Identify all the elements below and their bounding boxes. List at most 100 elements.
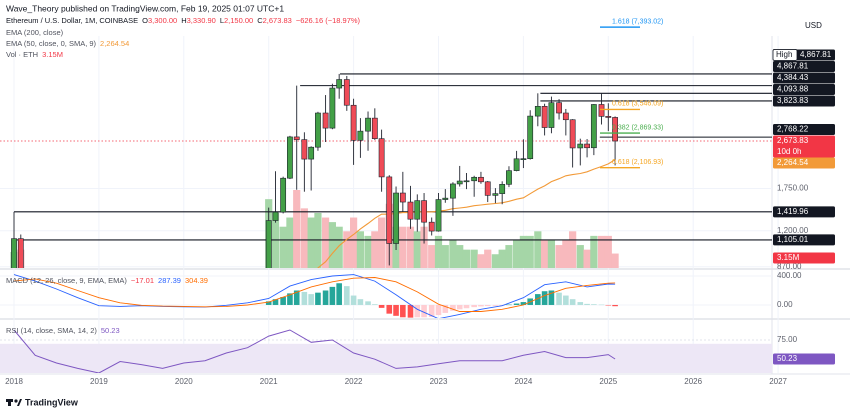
symbol: Ethereum / U.S. Dollar, 1M, COINBASE [6, 16, 138, 25]
volume-bar [328, 222, 336, 268]
candle-body [463, 180, 470, 183]
candle-body [350, 104, 357, 141]
macd-value: 287.39 [158, 276, 181, 285]
volume-bar [534, 231, 542, 268]
volume-bar [569, 231, 577, 268]
candle-body [386, 176, 393, 244]
countdown: 10d 0h [777, 147, 801, 156]
ema-label: 2,264.54 [777, 158, 809, 167]
y-tick-label: 870.00 [777, 262, 802, 271]
ohlc-key: O [142, 16, 148, 25]
logo [6, 399, 22, 406]
volume-bar [321, 217, 330, 268]
volume-bar [456, 245, 464, 268]
candle-body [456, 180, 463, 185]
change: −626.16 (−18.97%) [296, 16, 361, 25]
macd-value: −17.01 [131, 276, 154, 285]
macd-title: MACD (12, 26, close, 9, EMA, EMA) [6, 276, 127, 285]
publisher: Wave_Theory published on TradingView.com… [6, 3, 284, 13]
volume-bar [611, 253, 619, 268]
macd-bar [492, 304, 499, 306]
macd-bar [484, 304, 491, 307]
macd-bar [456, 304, 463, 310]
rsi-pane [0, 329, 772, 373]
level-label: 4,093.88 [777, 85, 809, 94]
level-label: 1,419.96 [777, 207, 809, 216]
macd-value: 304.39 [185, 276, 208, 285]
candle-body [371, 117, 378, 139]
candle-body [293, 136, 300, 140]
x-tick-label: 2021 [260, 377, 278, 386]
candle-body [541, 106, 548, 128]
high-value: 4,867.81 [800, 50, 832, 59]
candle-body [428, 221, 435, 232]
ohlc-key: C [257, 16, 263, 25]
currency-box[interactable] [800, 18, 826, 32]
macd-bar [350, 295, 357, 305]
level-label: 2,768.22 [777, 125, 809, 134]
rsi-legend: RSI (14, close, SMA, 14, 2) 50.23 [6, 326, 120, 335]
indicator-value: 2,264.54 [100, 39, 129, 48]
macd-bar [365, 301, 371, 305]
candle-body [322, 112, 329, 129]
volume-bar [505, 245, 513, 268]
ohlc-value: 2,150.00 [224, 16, 253, 25]
candle-body [484, 181, 491, 196]
volume-bar [583, 249, 591, 268]
ohlc-key: L [220, 16, 224, 25]
candle-body [414, 200, 421, 220]
candle-body [556, 102, 562, 114]
candle-body [399, 192, 406, 203]
macd-bar [556, 292, 562, 305]
candle-body [513, 158, 520, 171]
volume-bar [350, 217, 358, 268]
price-pane [0, 73, 772, 268]
x-tick-label: 2018 [5, 377, 23, 386]
volume-bar [519, 235, 527, 268]
candle-body [315, 112, 321, 148]
macd-bar [605, 304, 612, 306]
rsi-line [13, 329, 616, 373]
macd-bar [400, 304, 406, 318]
candle-body [308, 146, 315, 160]
candle-body [265, 220, 272, 268]
volume-bar [441, 245, 449, 268]
macd-bar [499, 304, 505, 306]
candle-body [329, 87, 336, 129]
candle-body [17, 238, 24, 268]
x-tick-label: 2024 [514, 377, 532, 386]
macd-bar [386, 304, 393, 314]
last-price: 2,673.83 [777, 136, 809, 145]
macd-bar [272, 299, 279, 305]
x-tick-label: 2022 [345, 377, 363, 386]
macd-bar [584, 303, 590, 305]
high-key: High [776, 50, 792, 59]
ema-line [317, 159, 616, 268]
volume-bar [413, 231, 421, 268]
level-label-box [773, 83, 835, 95]
candle-body [393, 192, 399, 244]
volume-bar [470, 249, 478, 268]
macd-line [13, 277, 616, 312]
macd-bar [322, 290, 329, 305]
macd-line [13, 274, 616, 318]
x-tick-label: 2027 [769, 377, 787, 386]
volume-bar [526, 235, 534, 268]
macd-bar [442, 304, 449, 313]
y-tick-label: 0.00 [777, 300, 793, 309]
level-label: 1,105.01 [777, 235, 809, 244]
y-tick-label: 1,750.00 [777, 184, 809, 193]
volume-bar [513, 240, 521, 268]
level-label: 4,384.43 [777, 73, 809, 82]
footer-brand: TradingView [25, 397, 79, 407]
indicator-name: EMA (200, close) [6, 28, 64, 37]
y-tick-label: 1,200.00 [777, 226, 809, 235]
candle-body [336, 79, 343, 89]
currency[interactable]: USD [805, 21, 822, 30]
candle-body [499, 184, 506, 194]
ohlc-value: 3,300.00 [148, 16, 177, 25]
macd-bar [344, 286, 350, 305]
x-tick-label: 2019 [90, 377, 108, 386]
indicator-legend: EMA (50, close, 0, SMA, 9) 2,264.54 [6, 39, 129, 48]
